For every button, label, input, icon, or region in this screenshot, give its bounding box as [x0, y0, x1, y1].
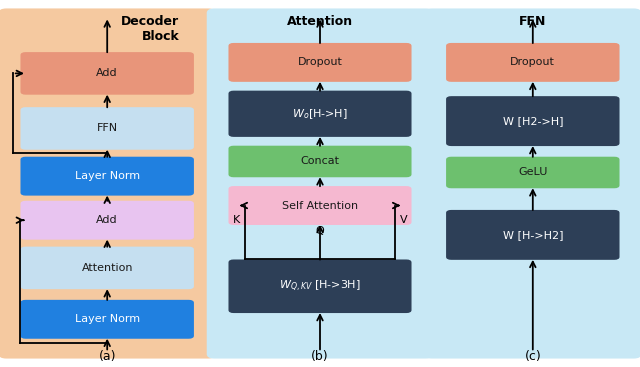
FancyBboxPatch shape [20, 300, 194, 339]
FancyBboxPatch shape [446, 210, 620, 260]
FancyBboxPatch shape [228, 186, 412, 225]
FancyBboxPatch shape [228, 91, 412, 137]
Text: (b): (b) [311, 350, 329, 363]
FancyBboxPatch shape [228, 146, 412, 177]
Text: Decoder
Block: Decoder Block [121, 15, 179, 43]
FancyBboxPatch shape [424, 8, 640, 359]
Text: (c): (c) [524, 350, 541, 363]
FancyBboxPatch shape [20, 247, 194, 289]
Text: Add: Add [97, 68, 118, 79]
Text: Attention: Attention [287, 15, 353, 28]
FancyBboxPatch shape [20, 201, 194, 240]
FancyBboxPatch shape [20, 107, 194, 150]
Text: GeLU: GeLU [518, 167, 547, 178]
Text: (a): (a) [99, 350, 116, 363]
Text: Attention: Attention [81, 263, 133, 273]
Text: W [H->H2]: W [H->H2] [502, 230, 563, 240]
Text: V: V [400, 215, 408, 225]
Text: Q: Q [316, 226, 324, 236]
Text: Layer Norm: Layer Norm [75, 314, 140, 324]
FancyBboxPatch shape [228, 259, 412, 313]
Text: K: K [233, 215, 240, 225]
Text: FFN: FFN [97, 123, 118, 134]
Text: $W_{Q,KV}$ [H->3H]: $W_{Q,KV}$ [H->3H] [279, 279, 361, 294]
FancyBboxPatch shape [446, 157, 620, 188]
FancyBboxPatch shape [228, 43, 412, 82]
Text: $W_o$[H->H]: $W_o$[H->H] [292, 107, 348, 121]
FancyBboxPatch shape [20, 157, 194, 196]
FancyBboxPatch shape [446, 43, 620, 82]
Text: Dropout: Dropout [510, 57, 556, 68]
Text: Concat: Concat [301, 156, 339, 167]
FancyBboxPatch shape [207, 8, 433, 359]
Text: Add: Add [97, 215, 118, 225]
FancyBboxPatch shape [20, 52, 194, 95]
Text: Self Attention: Self Attention [282, 200, 358, 211]
Text: FFN: FFN [519, 15, 546, 28]
Text: Layer Norm: Layer Norm [75, 171, 140, 181]
FancyBboxPatch shape [446, 96, 620, 146]
FancyBboxPatch shape [0, 8, 216, 359]
Text: Dropout: Dropout [298, 57, 342, 68]
Text: W [H2->H]: W [H2->H] [502, 116, 563, 126]
